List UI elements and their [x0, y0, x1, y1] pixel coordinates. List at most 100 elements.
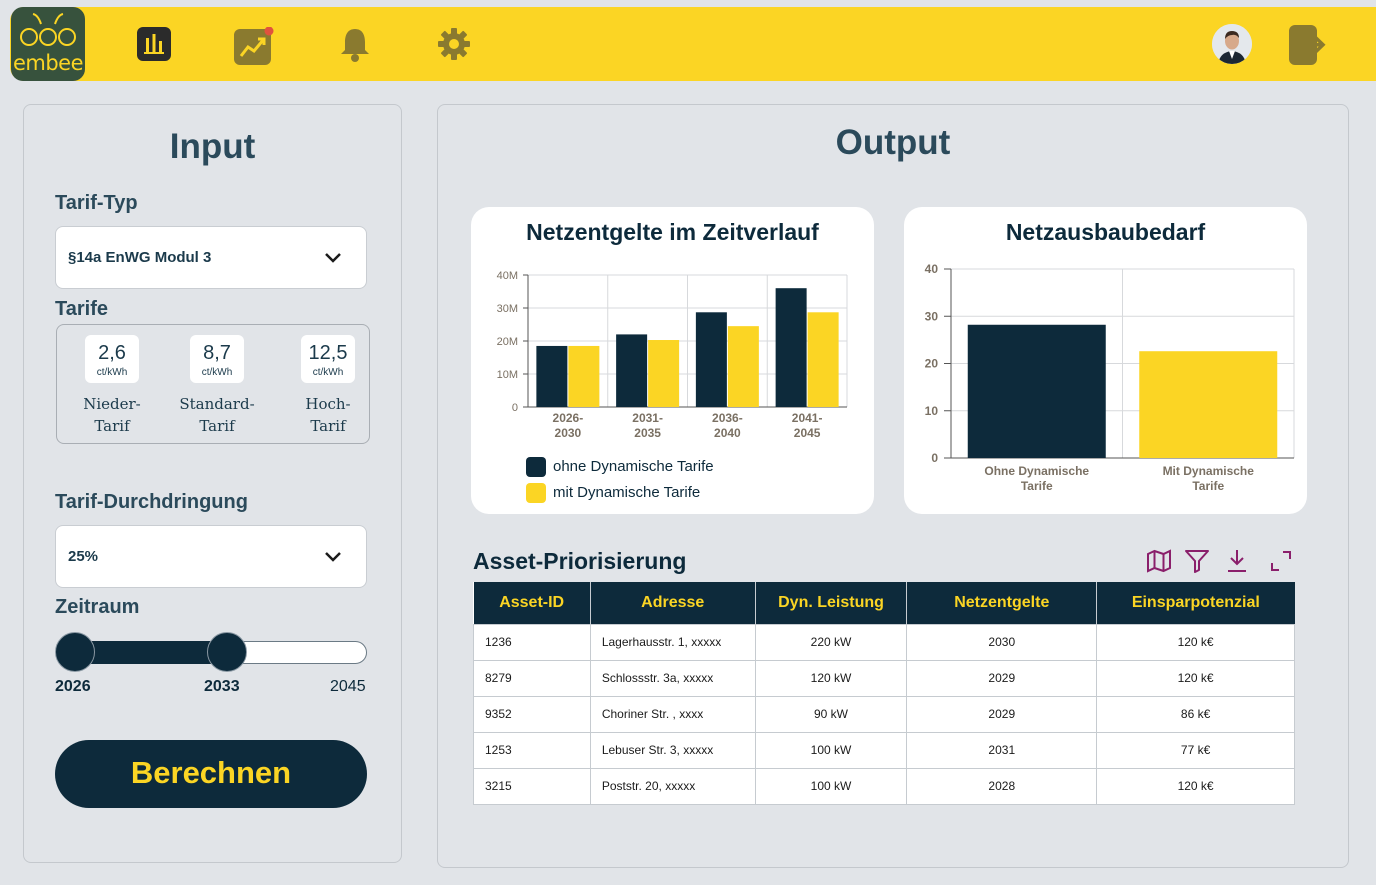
bar — [807, 312, 839, 407]
embee-logo[interactable]: embee — [11, 7, 85, 81]
y-tick-label: 0 — [931, 451, 938, 465]
column-header[interactable]: Adresse — [590, 582, 756, 624]
cell-leistung: 90 kW — [754, 695, 908, 733]
legend-label: ohne Dynamische Tarife — [553, 457, 714, 475]
avatar[interactable] — [1212, 24, 1252, 64]
x-tick-label: 2045 — [794, 426, 821, 440]
column-header[interactable]: Netzentgelte — [906, 582, 1098, 624]
bee-icon — [20, 13, 76, 46]
tarif-unit: ct/kWh — [312, 367, 344, 378]
x-tick-label: 2031- — [632, 411, 663, 425]
netzentgelte-chart: 0 10M 20M 30M 40M 2026-2030 2031-2035 2036-2040… — [497, 270, 848, 440]
table-row[interactable]: 1253 Lebuser Str. 3, xxxxx 100 kW 2031 7… — [473, 731, 1295, 769]
tarif-unit: ct/kWh — [96, 367, 128, 378]
cell-leistung: 120 kW — [754, 659, 908, 697]
cell-leistung: 100 kW — [754, 731, 908, 769]
y-tick-label: 10M — [497, 369, 518, 381]
input-title: Input — [169, 127, 256, 166]
berechnen-button[interactable]: Berechnen — [55, 740, 367, 808]
bar — [648, 340, 680, 407]
netzausbaubedarf-chart-card: 0 10 20 30 40 Ohne Dynamische Tarife Mit Dynami… — [904, 207, 1307, 514]
table-row[interactable]: 8279 Schlossstr. 3a, xxxxx 120 kW 2029 1… — [473, 659, 1295, 697]
zeitraum-slider-range — [56, 641, 228, 664]
tarif-standard[interactable]: 8,7 ct/kWh Standard- Tarif — [172, 335, 262, 437]
cell-einsparpotenzial: 77 k€ — [1096, 731, 1295, 769]
asset-table: Asset-ID Adresse Dyn. Leistung Netzentge… — [473, 582, 1295, 805]
column-header[interactable]: Asset-ID — [473, 582, 591, 624]
y-tick-label: 40M — [497, 270, 518, 282]
zeitraum-start: 2026 — [55, 678, 91, 695]
netzentgelte-chart-card: 0 10M 20M 30M 40M 2026- 2030 2031- 2035 2036- 2040… — [471, 207, 874, 514]
bar — [616, 334, 648, 407]
y-tick-label: 10 — [925, 404, 939, 418]
download-icon[interactable] — [1224, 548, 1250, 574]
tarif-typ-select[interactable]: §14a EnWG Modul 3 — [55, 226, 367, 289]
cell-einsparpotenzial: 86 k€ — [1096, 695, 1295, 733]
chevron-down-icon — [325, 253, 341, 263]
tarif-typ-value: §14a EnWG Modul 3 — [68, 249, 212, 266]
x-tick-label: 2035 — [634, 426, 661, 440]
tarif-value: 2,6 — [98, 342, 126, 364]
table-row[interactable]: 1236 Lagerhausstr. 1, xxxxx 220 kW 2030 … — [473, 623, 1295, 661]
durchdringung-select[interactable]: 25% — [55, 525, 367, 588]
cell-netzentgelte: 2030 — [906, 623, 1098, 661]
tarif-hoch[interactable]: 12,5 ct/kWh Hoch- Tarif — [283, 335, 373, 437]
cell-adresse: Schlossstr. 3a, xxxxx — [589, 659, 756, 697]
durchdringung-value: 25% — [68, 548, 99, 565]
map-icon[interactable] — [1146, 548, 1172, 574]
x-tick-label: 2040 — [714, 426, 741, 440]
column-header[interactable]: Einsparpotenzial — [1096, 582, 1295, 624]
column-header[interactable]: Dyn. Leistung — [755, 582, 908, 624]
cell-adresse: Lagerhausstr. 1, xxxxx — [589, 623, 756, 661]
expand-icon[interactable] — [1268, 548, 1294, 574]
x-tick-label: Tarife — [1192, 479, 1224, 493]
tarif-value: 12,5 — [308, 342, 348, 364]
filter-icon[interactable] — [1184, 548, 1210, 574]
cell-asset-id: 3215 — [473, 767, 591, 805]
y-tick-label: 40 — [925, 262, 939, 276]
x-tick-label: Mit Dynamische — [1163, 464, 1255, 478]
y-tick-label: 30 — [925, 309, 939, 323]
tarif-nieder[interactable]: 2,6 ct/kWh Nieder- Tarif — [67, 335, 157, 437]
zeitraum-selected: 2033 — [204, 678, 240, 695]
cell-asset-id: 9352 — [473, 695, 591, 733]
cell-asset-id: 1236 — [473, 623, 591, 661]
asset-priorisierung-title: Asset-Priorisierung — [473, 548, 687, 574]
bar — [1139, 351, 1278, 458]
top-bar — [10, 7, 1376, 81]
chart-title: Netzausbaubedarf — [1005, 219, 1206, 245]
tarif-typ-label: Tarif-Typ — [55, 192, 138, 214]
chart-title: Netzentgelte im Zeitverlauf — [526, 219, 819, 245]
cell-adresse: Choriner Str. , xxxx — [589, 695, 756, 733]
bell-icon[interactable] — [338, 26, 372, 62]
slider-handle-end[interactable] — [207, 632, 247, 672]
trend-chart-icon[interactable] — [234, 26, 274, 67]
gear-icon[interactable] — [437, 27, 471, 61]
table-row[interactable]: 9352 Choriner Str. , xxxx 90 kW 2029 86 … — [473, 695, 1295, 733]
y-tick-label: 0 — [512, 402, 518, 414]
output-title: Output — [835, 123, 951, 162]
cell-netzentgelte: 2029 — [906, 659, 1098, 697]
durchdringung-label: Tarif-Durchdringung — [55, 491, 248, 513]
legend-swatch — [526, 457, 546, 477]
chevron-down-icon — [325, 552, 341, 562]
x-tick-label: 2041- — [792, 411, 823, 425]
cell-leistung: 100 kW — [754, 767, 908, 805]
table-row[interactable]: 3215 Poststr. 20, xxxxx 100 kW 2028 120 … — [473, 767, 1295, 805]
slider-handle-start[interactable] — [55, 632, 95, 672]
cell-einsparpotenzial: 120 k€ — [1096, 659, 1295, 697]
cell-einsparpotenzial: 120 k€ — [1096, 623, 1295, 661]
logout-icon[interactable] — [1289, 25, 1333, 65]
legend-item: mit Dynamische Tarife — [526, 483, 700, 503]
bar — [775, 288, 807, 407]
cell-einsparpotenzial: 120 k€ — [1096, 767, 1295, 805]
cell-asset-id: 8279 — [473, 659, 591, 697]
y-tick-label: 20M — [497, 336, 518, 348]
x-tick-label: 2036- — [712, 411, 743, 425]
tarif-name: Standard- Tarif — [179, 395, 255, 435]
bar — [727, 326, 759, 407]
legend-label: mit Dynamische Tarife — [553, 483, 701, 501]
brand-name: embee — [12, 51, 84, 75]
bar-chart-icon[interactable] — [137, 27, 171, 61]
